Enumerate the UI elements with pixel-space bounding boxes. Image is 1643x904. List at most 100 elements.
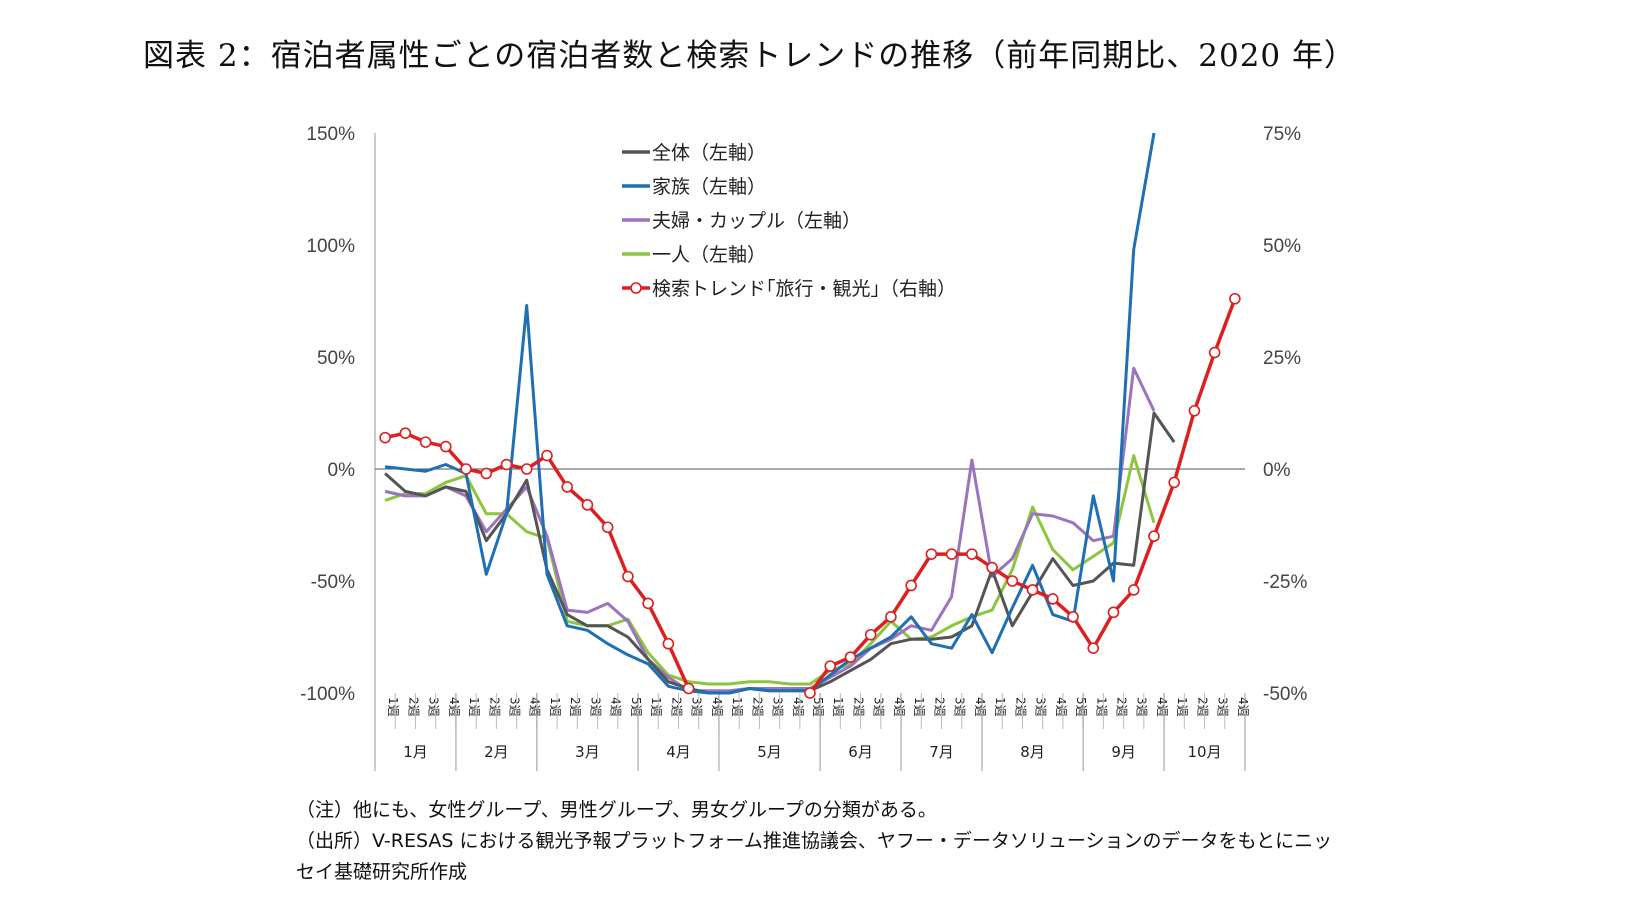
data-point	[622, 570, 634, 583]
right-tick-label: 50%	[1263, 236, 1301, 257]
week-label: 3週	[508, 697, 522, 717]
month-label: 2月	[484, 743, 509, 761]
month-label: 8月	[1020, 743, 1045, 761]
week-label: 2週	[487, 697, 501, 717]
week-label: 3週	[872, 697, 886, 717]
series-lines	[379, 132, 1241, 699]
data-point	[844, 651, 857, 663]
legend-item: 家族（左軸）	[622, 176, 766, 198]
week-label: 5週	[629, 697, 643, 717]
week-label: 2週	[1013, 697, 1027, 717]
legend-label: 家族（左軸）	[652, 176, 766, 198]
week-label: 4週	[528, 697, 542, 717]
data-point	[864, 628, 877, 641]
data-point	[885, 611, 897, 623]
right-tick-label: -50%	[1263, 684, 1307, 705]
data-point	[561, 481, 574, 493]
week-label: 1週	[467, 697, 481, 717]
week-label: 3週	[1216, 697, 1230, 717]
data-point	[1127, 584, 1140, 596]
data-point	[399, 427, 412, 439]
legend-item: 全体（左軸）	[622, 142, 766, 164]
right-tick-label: 0%	[1263, 460, 1291, 481]
data-point	[581, 499, 594, 511]
data-point	[1107, 606, 1120, 619]
data-point	[419, 436, 432, 448]
series-1	[384, 132, 1156, 695]
week-label: 1週	[1175, 697, 1189, 717]
week-label: 1週	[730, 697, 744, 717]
data-point	[966, 548, 978, 560]
data-point	[379, 431, 391, 444]
left-tick-label: 0%	[328, 460, 356, 481]
month-label: 1月	[403, 743, 428, 761]
data-point	[1026, 584, 1039, 596]
data-point	[642, 597, 654, 610]
series-line	[384, 298, 1237, 695]
week-label: 4週	[609, 697, 623, 717]
week-label: 3週	[588, 697, 602, 717]
week-label: 3週	[1135, 697, 1149, 717]
page-title: 図表 2：宿泊者属性ごとの宿泊者数と検索トレンドの推移（前年同期比、2020 年…	[143, 38, 1357, 74]
right-tick-label: 25%	[1263, 348, 1301, 369]
data-point	[905, 579, 917, 592]
week-label: 4週	[1236, 697, 1250, 717]
data-point	[520, 463, 533, 475]
week-label: 1週	[993, 697, 1007, 717]
week-label: 1週	[831, 697, 845, 717]
week-label: 1週	[386, 697, 400, 717]
month-label: 7月	[929, 743, 954, 761]
legend-item: 一人（左軸）	[622, 244, 766, 266]
data-point	[1046, 593, 1059, 605]
week-label: 1週	[1094, 697, 1108, 717]
legend-label: 夫婦・カップル（左軸）	[652, 210, 861, 232]
data-point	[945, 548, 958, 560]
data-point	[1006, 575, 1019, 587]
week-label: 4週	[710, 697, 724, 717]
series-line	[384, 454, 1156, 686]
week-label: 1週	[649, 697, 663, 717]
data-point	[500, 458, 513, 471]
week-label: 2週	[932, 697, 946, 717]
week-label: 2週	[669, 697, 683, 717]
week-label: 2週	[750, 697, 764, 717]
data-point	[1168, 476, 1180, 489]
left-tick-label: 150%	[306, 124, 355, 145]
legend-marker	[630, 282, 642, 294]
week-label: 3週	[1034, 697, 1048, 717]
week-label: 1週	[548, 697, 562, 717]
week-label: 5週	[811, 697, 825, 717]
week-label: 2週	[406, 697, 420, 717]
series-3	[384, 454, 1156, 686]
week-label: 4週	[791, 697, 805, 717]
data-point	[662, 637, 675, 650]
data-point	[1087, 642, 1100, 655]
left-tick-label: 100%	[306, 236, 355, 257]
right-tick-label: -25%	[1263, 572, 1307, 593]
week-label: 3週	[771, 697, 785, 717]
week-label: 2週	[1195, 697, 1209, 717]
series-4	[379, 292, 1241, 699]
data-point	[1067, 611, 1079, 623]
right-tick-label: 75%	[1263, 124, 1301, 145]
source-text-cont: セイ基礎研究所作成	[296, 861, 468, 883]
data-point	[601, 521, 614, 534]
data-point	[460, 463, 472, 475]
week-label: 3週	[690, 697, 704, 717]
category-axis: 1週 2週 3週 4週 1月 1週 2週 3週 4週 2月 1週 2週 3週 4週 5週 3月 1週 2週 3週 4週…	[374, 693, 1250, 771]
legend-label: 一人（左軸）	[652, 244, 766, 266]
legend-label: 全体（左軸）	[652, 142, 766, 164]
data-point	[824, 660, 837, 672]
data-point	[1208, 346, 1221, 359]
month-label: 6月	[848, 743, 873, 761]
note-text: （注）他にも、女性グループ、男性グループ、男女グループの分類がある。	[296, 799, 937, 821]
data-point	[541, 449, 553, 462]
week-label: 4週	[973, 697, 987, 717]
legend: 全体（左軸） 家族（左軸） 夫婦・カップル（左軸） 一人（左軸） 検索トレンド｢旅行・観…	[622, 142, 956, 300]
data-point	[480, 467, 493, 480]
data-point	[682, 682, 695, 695]
week-label: 2週	[1114, 697, 1128, 717]
data-point	[440, 440, 452, 453]
left-tick-label: 50%	[317, 348, 355, 369]
week-label: 4週	[1155, 697, 1169, 717]
